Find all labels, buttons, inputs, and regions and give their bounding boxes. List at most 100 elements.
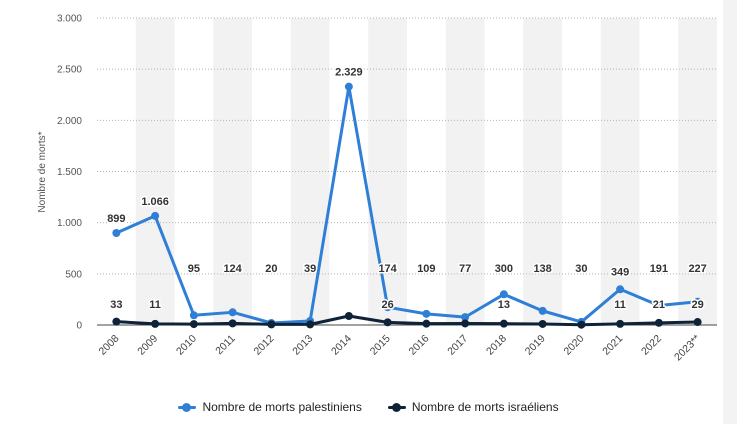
data-label-halo: 30 (575, 263, 587, 275)
data-point (693, 297, 702, 306)
data-label-halo: 109 (417, 263, 435, 275)
data-label-halo: 20 (265, 263, 277, 275)
data-label: 191 (650, 263, 668, 275)
data-point (344, 82, 353, 91)
data-point (189, 320, 198, 329)
data-label: 174 (378, 263, 397, 275)
x-tick-label: 2020 (561, 333, 586, 358)
column-band (135, 18, 175, 325)
data-label: 95 (188, 263, 200, 275)
data-label: 300 (495, 263, 513, 275)
data-label-halo: 77 (459, 263, 471, 275)
data-label: 21 (653, 299, 665, 311)
data-label-halo: 39 (304, 263, 316, 275)
data-point (151, 319, 160, 328)
x-tick-label: 2015 (368, 333, 393, 358)
x-tick-label: 2011 (213, 333, 238, 358)
data-label: 11 (149, 299, 161, 311)
data-label: 109 (417, 263, 435, 275)
y-tick-label: 1.000 (57, 218, 82, 229)
x-tick-label: 2008 (96, 333, 121, 358)
data-label: 30 (575, 263, 587, 275)
column-bands (135, 18, 717, 325)
data-point (499, 290, 508, 299)
x-tick-label: 2010 (174, 333, 199, 358)
y-tick-label: 0 (76, 321, 82, 332)
data-label: 899 (107, 213, 125, 225)
data-label-halo: 13 (498, 299, 510, 311)
data-label-halo: 26 (382, 299, 394, 311)
x-tick-label: 2012 (251, 333, 276, 358)
data-label-halo: 2.329 (335, 67, 363, 79)
x-tick-label: 2013 (290, 333, 315, 358)
data-point (654, 301, 663, 310)
data-label-halo: 95 (188, 263, 200, 275)
x-tick-label: 2016 (406, 333, 431, 358)
data-label: 349 (611, 266, 629, 278)
data-label: 124 (223, 263, 242, 275)
legend-item-israeliens[interactable]: Nombre de morts israéliens (387, 400, 559, 414)
data-label-halo: 1.066 (141, 196, 169, 208)
x-tick-label: 2022 (639, 333, 664, 358)
x-tick-label: 2019 (523, 333, 548, 358)
y-tick-label: 3.000 (57, 14, 82, 25)
data-point (654, 318, 663, 327)
data-point (422, 309, 431, 318)
legend-item-palestiniens[interactable]: Nombre de morts palestiniens (178, 400, 362, 414)
data-label-halo: 174 (378, 263, 397, 275)
data-label: 29 (692, 299, 704, 311)
legend-label-israeliens: Nombre de morts israéliens (411, 400, 559, 414)
data-label-halo: 227 (688, 263, 706, 275)
data-label-halo: 11 (149, 299, 161, 311)
data-label: 227 (688, 263, 706, 275)
y-axis-title: Nombre de morts* (37, 131, 48, 212)
y-axis-ticks: 0 500 1.000 1.500 2.000 2.500 3.000 (57, 14, 82, 332)
data-label-halo: 21 (653, 299, 665, 311)
column-band (368, 18, 407, 325)
data-label-halo: 300 (495, 263, 513, 275)
series-lines (112, 82, 702, 329)
data-point (189, 311, 198, 320)
data-point (383, 303, 392, 312)
y-tick-label: 2.000 (57, 116, 82, 127)
y-tick-label: 1.500 (57, 167, 82, 178)
data-point (383, 318, 392, 327)
data-point (461, 313, 470, 322)
data-label: 39 (304, 263, 316, 275)
data-point (112, 317, 121, 326)
data-point (112, 229, 121, 238)
x-tick-label: 2023** (672, 333, 703, 364)
data-label-halo: 11 (614, 299, 626, 311)
data-label-halo: 29 (692, 299, 704, 311)
data-point (228, 319, 237, 328)
data-point (228, 308, 237, 317)
data-point (151, 211, 160, 220)
x-tick-label: 2009 (135, 333, 160, 358)
data-label: 1.066 (141, 196, 169, 208)
x-tick-label: 2018 (484, 333, 509, 358)
x-tick-label: 2017 (445, 333, 470, 358)
data-label: 33 (110, 299, 122, 311)
legend-marker-palestiniens (178, 402, 197, 412)
data-point (616, 319, 625, 328)
data-label-halo: 124 (223, 263, 242, 275)
data-label-halo: 899 (107, 213, 125, 225)
data-label: 26 (382, 299, 394, 311)
legend-label-palestiniens: Nombre de morts palestiniens (202, 400, 362, 414)
column-band (600, 18, 640, 325)
series-line (114, 85, 700, 325)
data-label: 2.329 (335, 67, 363, 79)
series-line (114, 314, 700, 327)
x-tick-label: 2014 (329, 333, 354, 358)
data-label: 77 (459, 263, 471, 275)
data-label: 11 (614, 299, 626, 311)
data-point (306, 320, 315, 329)
y-tick-label: 2.500 (57, 65, 82, 76)
data-point (693, 318, 702, 327)
data-label: 138 (533, 263, 551, 275)
data-point (577, 320, 586, 329)
legend: Nombre de morts palestiniens Nombre de m… (0, 400, 737, 414)
